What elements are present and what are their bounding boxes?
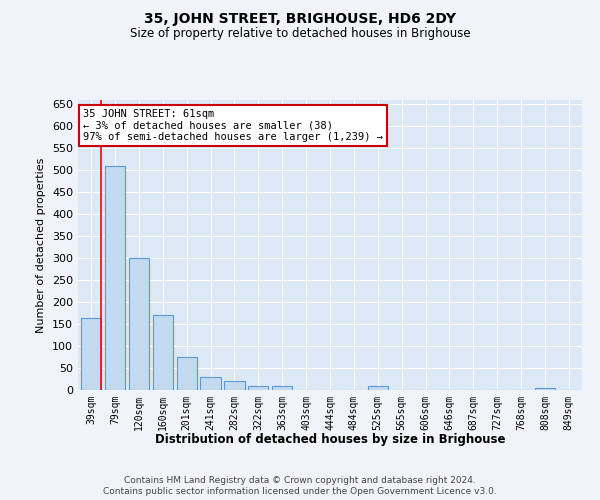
Bar (248, 386, 268, 390)
Bar (224, 381, 245, 390)
Bar (368, 386, 388, 390)
Bar (152, 316, 173, 390)
Text: 35, JOHN STREET, BRIGHOUSE, HD6 2DY: 35, JOHN STREET, BRIGHOUSE, HD6 2DY (144, 12, 456, 26)
Bar (535, 388, 555, 390)
Y-axis label: Number of detached properties: Number of detached properties (37, 158, 46, 332)
Bar (105, 166, 125, 390)
Text: 35 JOHN STREET: 61sqm
← 3% of detached houses are smaller (38)
97% of semi-detac: 35 JOHN STREET: 61sqm ← 3% of detached h… (83, 108, 383, 142)
Text: Distribution of detached houses by size in Brighouse: Distribution of detached houses by size … (155, 432, 505, 446)
Bar (176, 357, 197, 390)
Text: Size of property relative to detached houses in Brighouse: Size of property relative to detached ho… (130, 28, 470, 40)
Bar (200, 377, 221, 390)
Bar (81, 318, 101, 390)
Text: Contains public sector information licensed under the Open Government Licence v3: Contains public sector information licen… (103, 488, 497, 496)
Bar (272, 386, 292, 390)
Text: Contains HM Land Registry data © Crown copyright and database right 2024.: Contains HM Land Registry data © Crown c… (124, 476, 476, 485)
Bar (129, 258, 149, 390)
